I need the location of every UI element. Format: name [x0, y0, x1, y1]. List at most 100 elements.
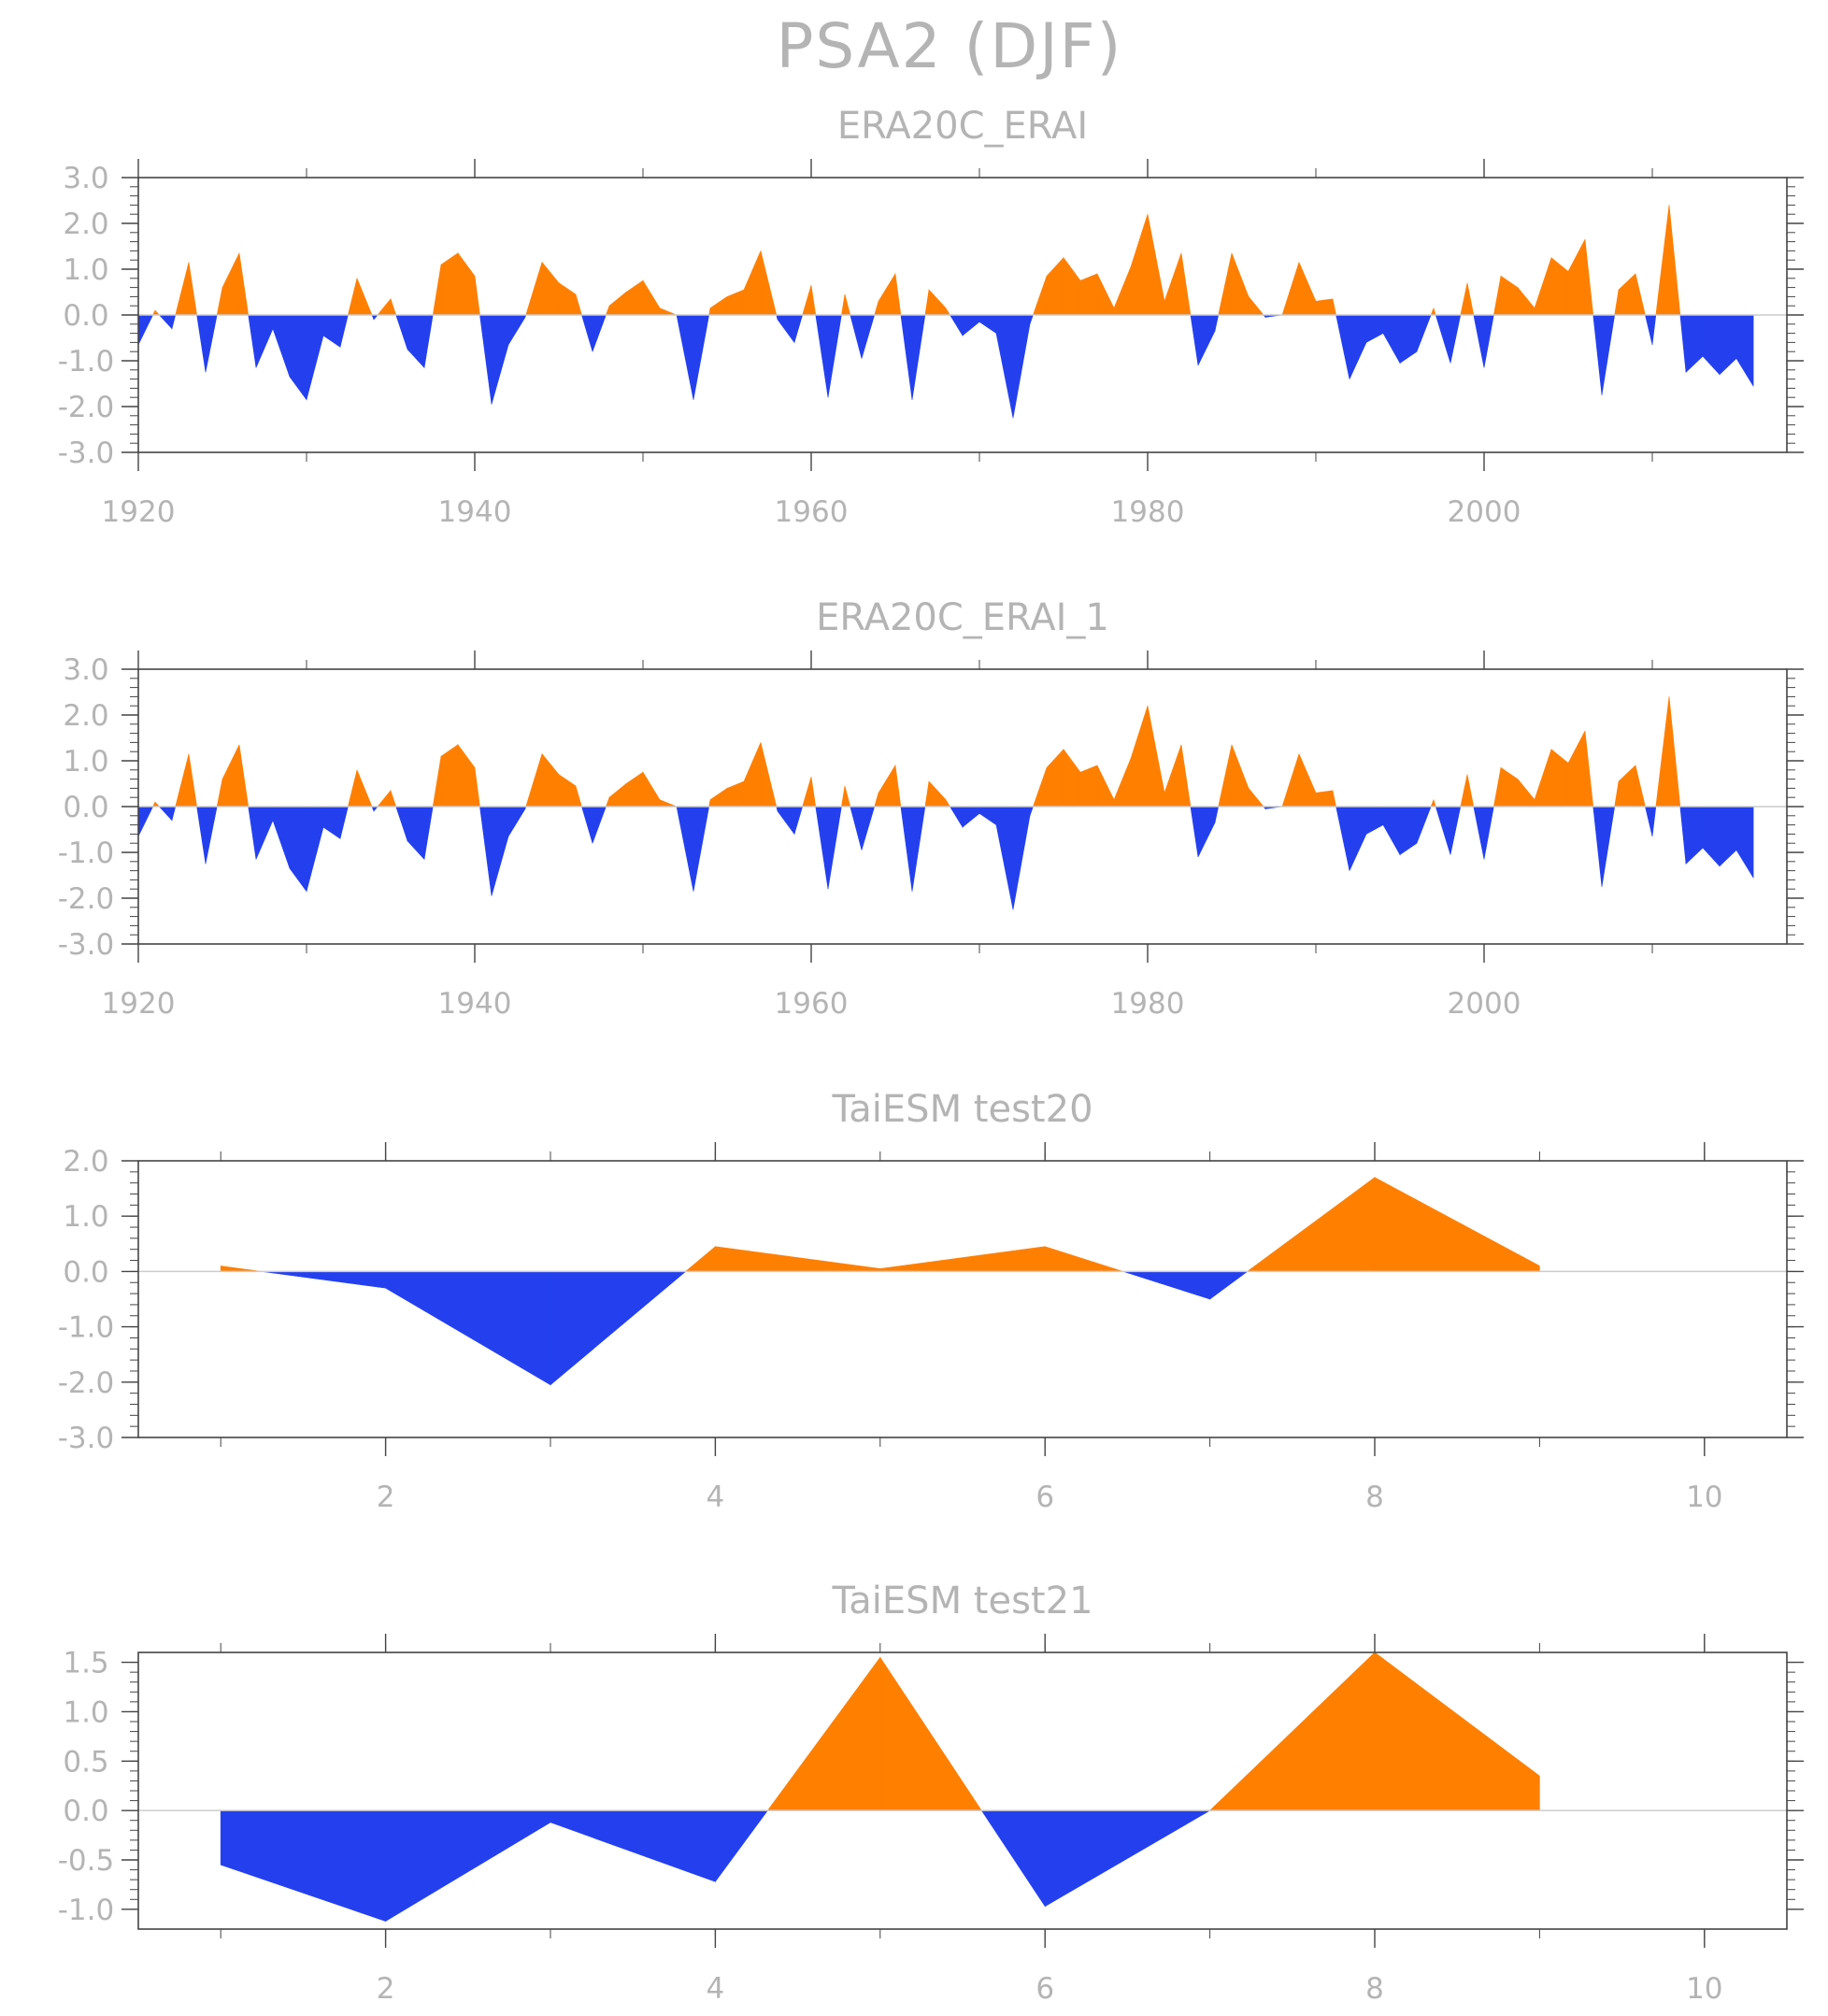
negative-area — [262, 1271, 386, 1289]
panel-title: ERA20C_ERAI_1 — [816, 596, 1109, 639]
positive-area — [726, 289, 745, 316]
y-tick-label: 0.0 — [63, 1255, 108, 1289]
x-tick-label: 1960 — [775, 987, 849, 1021]
positive-area — [1668, 696, 1681, 808]
positive-area — [238, 252, 250, 316]
positive-area — [684, 1246, 716, 1272]
positive-area — [432, 756, 442, 808]
negative-area — [196, 806, 207, 865]
positive-area — [440, 744, 459, 808]
positive-area — [1298, 753, 1317, 808]
negative-area — [693, 806, 710, 892]
positive-area — [1460, 282, 1468, 316]
positive-area — [558, 282, 577, 316]
negative-area — [1435, 806, 1451, 855]
negative-area — [1209, 1271, 1249, 1300]
negative-area — [949, 806, 964, 829]
negative-area — [158, 314, 173, 330]
positive-area — [1332, 298, 1336, 316]
negative-area — [1601, 806, 1616, 887]
positive-area — [1534, 749, 1552, 808]
negative-area — [1685, 806, 1704, 865]
negative-area — [205, 314, 218, 373]
x-tick-label: 2000 — [1448, 495, 1521, 529]
positive-area — [810, 777, 817, 808]
negative-area — [306, 314, 324, 400]
y-tick-label: -3.0 — [58, 928, 115, 962]
negative-area — [1214, 806, 1220, 823]
x-tick-label: 4 — [707, 1972, 725, 2006]
negative-area — [949, 314, 964, 337]
positive-area — [802, 285, 812, 316]
positive-area — [874, 301, 879, 316]
negative-area — [1029, 314, 1034, 324]
negative-area — [911, 806, 926, 892]
positive-area — [1433, 307, 1436, 316]
negative-area — [1399, 314, 1418, 365]
negative-area — [255, 314, 274, 368]
positive-area — [760, 250, 778, 316]
positive-area — [1180, 744, 1192, 808]
y-tick-label: -1.0 — [58, 836, 115, 870]
positive-area — [390, 790, 397, 808]
positive-area — [1332, 790, 1336, 808]
negative-area — [1679, 806, 1687, 865]
positive-area — [575, 785, 582, 808]
x-tick-label: 6 — [1035, 1972, 1054, 2006]
negative-area — [1592, 314, 1603, 395]
positive-area — [558, 774, 577, 808]
negative-area — [1651, 806, 1657, 836]
positive-area — [1635, 765, 1646, 808]
positive-area — [709, 295, 728, 316]
negative-area — [980, 1809, 1046, 1908]
positive-area — [1517, 778, 1535, 808]
negative-area — [289, 314, 307, 401]
negative-area — [1735, 806, 1754, 879]
y-tick-label: 3.0 — [63, 653, 108, 687]
negative-area — [1335, 806, 1350, 871]
negative-area — [1473, 314, 1485, 368]
positive-area — [743, 742, 762, 808]
y-tick-label: 2.0 — [63, 1145, 108, 1179]
positive-area — [1567, 239, 1586, 316]
negative-area — [205, 806, 218, 865]
negative-area — [900, 806, 913, 892]
positive-area — [625, 279, 644, 316]
y-tick-label: -1.0 — [58, 1894, 115, 1927]
positive-area — [1113, 758, 1132, 808]
positive-area — [894, 765, 902, 808]
y-tick-label: -3.0 — [58, 436, 115, 470]
positive-area — [874, 793, 879, 808]
negative-area — [827, 314, 842, 398]
positive-area — [709, 787, 728, 808]
positive-area — [924, 290, 930, 316]
positive-area — [802, 777, 812, 808]
positive-area — [457, 251, 476, 316]
negative-area — [423, 314, 434, 368]
negative-area — [962, 806, 980, 828]
positive-area — [715, 1246, 881, 1272]
positive-area — [188, 753, 197, 808]
positive-area — [1281, 753, 1300, 808]
positive-area — [1635, 273, 1646, 316]
positive-area — [1033, 767, 1048, 808]
positive-area — [1460, 774, 1468, 808]
negative-area — [978, 806, 997, 826]
panel-title: TaiESM test21 — [831, 1580, 1093, 1623]
positive-area — [221, 744, 240, 808]
negative-area — [1645, 806, 1653, 836]
plot-area: -3.0 -2.0 -1.0 0.0 1.0 2.0 3.0 1920 1940 1960 1980… — [58, 651, 1804, 1021]
positive-area — [605, 797, 610, 808]
negative-area — [1122, 1271, 1210, 1300]
positive-area — [894, 273, 902, 316]
negative-area — [507, 314, 526, 346]
negative-area — [815, 314, 829, 398]
x-tick-label: 8 — [1365, 1480, 1384, 1514]
positive-area — [541, 261, 560, 316]
x-tick-label: 1940 — [438, 987, 512, 1021]
positive-area — [474, 767, 480, 808]
positive-area — [1044, 1246, 1123, 1272]
positive-area — [1430, 307, 1435, 316]
negative-area — [395, 314, 408, 350]
negative-area — [1349, 314, 1367, 379]
